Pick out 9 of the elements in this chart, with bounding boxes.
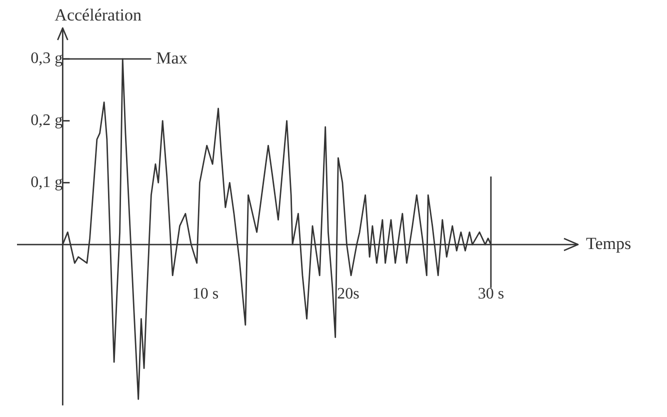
x-tick-label: 10 s [192, 285, 219, 302]
ref-line-label: Max [156, 48, 188, 68]
y-axis-title: Accélération [54, 5, 142, 24]
y-tick-label: 0,3 g [30, 50, 63, 68]
x-axis-title: Temps [586, 234, 632, 254]
y-tick-label: 0,1 g [30, 174, 63, 191]
x-tick-label: 30 s [478, 285, 504, 302]
x-tick-label: 20s [337, 285, 360, 302]
y-tick-label: 0,2 g [30, 112, 63, 130]
